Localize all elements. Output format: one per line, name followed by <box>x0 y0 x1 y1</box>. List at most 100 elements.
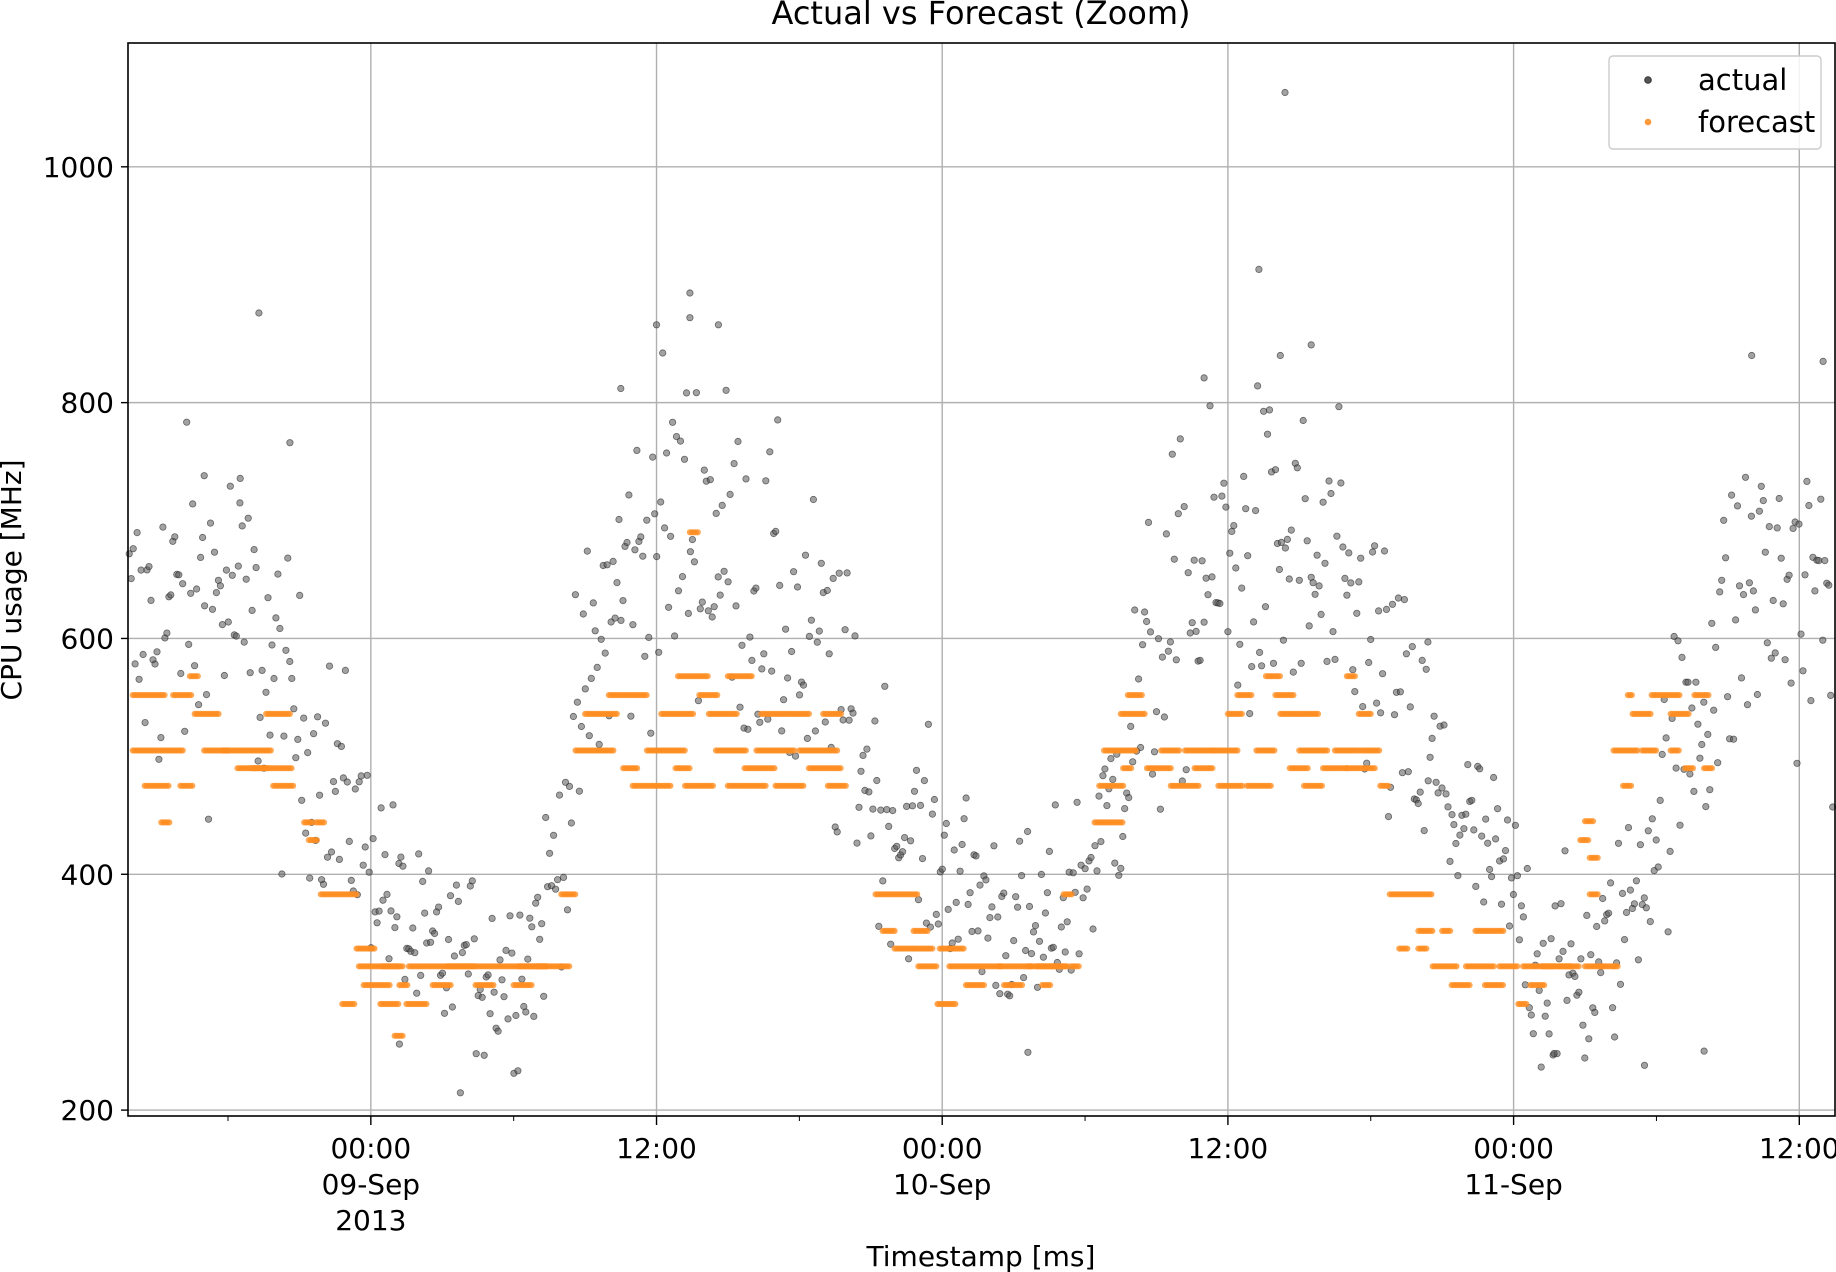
legend-marker-actual <box>1644 76 1652 84</box>
actual-point <box>1261 603 1270 611</box>
actual-point <box>137 566 145 574</box>
actual-point <box>912 766 921 774</box>
actual-point <box>494 1027 502 1035</box>
forecast-point <box>1064 963 1071 970</box>
actual-point <box>1505 922 1514 930</box>
actual-point <box>452 881 460 889</box>
actual-point <box>327 848 336 856</box>
actual-point <box>504 1015 512 1023</box>
actual-point <box>272 614 280 622</box>
actual-point <box>179 580 187 588</box>
actual-point <box>472 1050 480 1058</box>
actual-point <box>200 472 208 480</box>
actual-point <box>480 1051 488 1059</box>
actual-point <box>290 705 298 713</box>
actual-point <box>278 870 286 878</box>
actual-point <box>1712 643 1720 652</box>
actual-point <box>1158 653 1167 661</box>
grid-lines <box>128 43 1835 1116</box>
actual-point <box>1012 893 1020 901</box>
actual-point <box>1162 530 1171 538</box>
forecast-point <box>1385 782 1392 789</box>
actual-point <box>1388 600 1397 608</box>
actual-point <box>256 713 264 722</box>
actual-point <box>393 913 401 921</box>
forecast-point <box>1376 747 1383 754</box>
legend-label-actual: actual <box>1698 63 1787 97</box>
actual-point <box>1607 879 1615 887</box>
actual-point <box>1287 526 1295 534</box>
forecast-point <box>1195 782 1202 789</box>
actual-point <box>1398 769 1407 777</box>
actual-point <box>1767 654 1775 662</box>
actual-point <box>1426 753 1434 761</box>
actual-point <box>994 913 1002 921</box>
forecast-point <box>748 673 755 680</box>
actual-point <box>530 1012 538 1021</box>
forecast-point <box>1614 963 1621 970</box>
actual-point <box>1748 351 1756 360</box>
actual-point <box>984 934 992 942</box>
forecast-point <box>771 765 778 772</box>
forecast-point <box>1314 710 1322 718</box>
actual-point <box>440 1009 449 1017</box>
actual-point <box>153 648 161 656</box>
actual-point <box>538 920 546 928</box>
actual-point <box>1200 618 1208 626</box>
actual-point <box>1664 928 1672 936</box>
x-tick-label: 00:00 <box>902 1132 983 1165</box>
forecast-point <box>1676 692 1683 699</box>
legend-label-forecast: forecast <box>1698 105 1815 139</box>
actual-point <box>1331 655 1339 664</box>
actual-point <box>1575 988 1583 996</box>
actual-point <box>668 418 677 426</box>
actual-point <box>867 832 875 840</box>
actual-point <box>409 924 417 932</box>
actual-point <box>1377 709 1385 717</box>
actual-point <box>1248 662 1256 671</box>
actual-point <box>1382 605 1391 614</box>
actual-point <box>363 771 371 779</box>
actual-point <box>1035 937 1044 945</box>
actual-point <box>1763 639 1771 647</box>
actual-point <box>300 714 308 722</box>
actual-point <box>325 662 334 670</box>
forecast-point <box>395 1000 402 1008</box>
actual-point <box>444 935 453 944</box>
actual-point <box>857 767 865 775</box>
actual-point <box>1148 770 1157 778</box>
actual-point <box>1494 805 1502 813</box>
actual-point <box>982 876 990 884</box>
actual-point <box>1186 629 1194 637</box>
forecast-point <box>1248 692 1255 699</box>
actual-point <box>490 988 498 996</box>
actual-point <box>1220 479 1228 487</box>
legend-box <box>1608 55 1822 150</box>
actual-point <box>1174 510 1182 518</box>
actual-point <box>898 848 907 856</box>
actual-point <box>1246 709 1254 718</box>
actual-point <box>1585 1035 1593 1043</box>
actual-point <box>1632 877 1641 885</box>
actual-point <box>468 877 476 885</box>
actual-point <box>625 491 633 499</box>
actual-point <box>1222 503 1230 511</box>
actual-point <box>887 940 895 948</box>
actual-point <box>1010 936 1018 945</box>
actual-point <box>904 955 913 963</box>
actual-point <box>793 583 802 591</box>
actual-point <box>1313 551 1321 559</box>
actual-point <box>1101 765 1109 773</box>
actual-point <box>813 638 821 646</box>
actual-point <box>532 899 540 907</box>
actual-point <box>1599 894 1607 903</box>
forecast-point <box>1324 747 1331 754</box>
actual-point <box>551 885 560 893</box>
forecast-point <box>1652 747 1660 754</box>
actual-point <box>960 815 968 823</box>
actual-point <box>1745 579 1754 587</box>
actual-point <box>1567 940 1575 948</box>
actual-point <box>774 416 782 424</box>
actual-point <box>732 602 740 610</box>
